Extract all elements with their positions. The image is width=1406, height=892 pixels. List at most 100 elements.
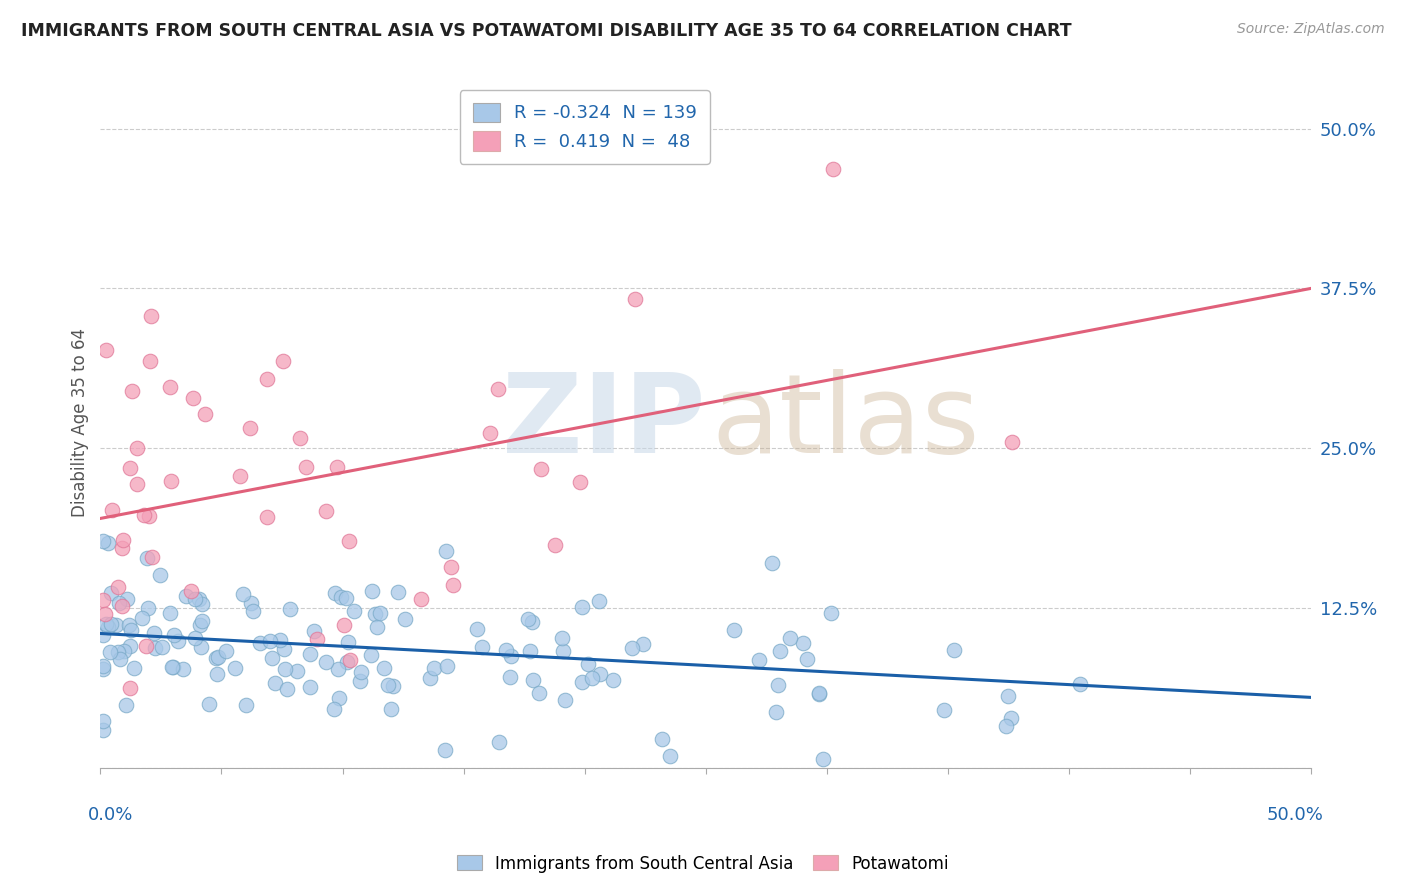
Point (765, 706, 787, 720)
Point (269, 633, 291, 648)
Point (112, 644, 135, 658)
Point (93, 723, 115, 737)
Point (232, 587, 254, 601)
Point (120, 681, 142, 695)
Point (197, 697, 219, 711)
Point (288, 431, 311, 445)
Point (298, 680, 321, 694)
Point (276, 681, 298, 696)
Point (465, 622, 488, 636)
Point (167, 633, 190, 648)
Point (205, 666, 228, 681)
Point (366, 620, 388, 634)
Point (120, 623, 142, 637)
Point (434, 743, 457, 757)
Point (118, 639, 141, 653)
Point (440, 560, 463, 574)
Point (377, 677, 399, 691)
Point (274, 662, 297, 676)
Point (273, 642, 295, 657)
Point (100, 585, 122, 599)
Point (569, 475, 592, 489)
Point (183, 631, 205, 645)
Point (91, 662, 114, 676)
Point (527, 686, 550, 700)
Point (588, 593, 610, 607)
Point (188, 618, 211, 632)
Point (522, 615, 544, 629)
Point (337, 533, 360, 548)
Point (315, 656, 337, 670)
Point (516, 612, 538, 626)
Point (337, 634, 360, 648)
Point (131, 611, 153, 625)
Point (111, 541, 134, 556)
Point (479, 426, 502, 441)
Point (142, 625, 165, 640)
Point (184, 592, 207, 607)
Point (172, 662, 194, 676)
Point (441, 578, 464, 592)
Point (544, 539, 567, 553)
Point (115, 698, 138, 712)
Point (328, 691, 350, 706)
Text: ZIP: ZIP (502, 369, 706, 476)
Point (143, 641, 166, 656)
Point (808, 687, 831, 701)
Point (335, 591, 357, 606)
Point (115, 591, 138, 606)
Point (259, 633, 281, 648)
Point (136, 601, 159, 615)
Point (343, 604, 366, 618)
Point (336, 655, 359, 669)
Point (240, 596, 263, 610)
Point (326, 460, 349, 475)
Point (120, 461, 142, 475)
Y-axis label: Disability Age 35 to 64: Disability Age 35 to 64 (72, 328, 89, 517)
Point (125, 442, 148, 456)
Point (181, 391, 204, 405)
Point (302, 624, 325, 638)
Point (256, 372, 278, 386)
Point (194, 407, 217, 421)
Point (624, 292, 647, 306)
Point (136, 551, 159, 566)
Point (488, 735, 510, 749)
Point (423, 661, 446, 675)
Point (190, 640, 212, 655)
Point (108, 652, 131, 666)
Point (215, 644, 238, 658)
Point (380, 702, 402, 716)
Point (589, 667, 612, 681)
Point (135, 639, 157, 653)
Point (139, 353, 162, 368)
Point (191, 597, 214, 611)
Point (118, 618, 141, 632)
Point (93, 593, 115, 607)
Point (101, 502, 124, 516)
Point (100, 645, 122, 659)
Point (581, 671, 603, 685)
Point (125, 476, 148, 491)
Point (766, 678, 789, 692)
Point (91, 714, 114, 729)
Point (141, 549, 163, 564)
Point (1069, 677, 1091, 691)
Point (994, 719, 1017, 733)
Point (658, 748, 681, 763)
Point (360, 584, 382, 599)
Point (333, 618, 356, 632)
Point (364, 607, 387, 622)
Point (631, 637, 654, 651)
Point (159, 606, 181, 620)
Legend: R = -0.324  N = 139, R =  0.419  N =  48: R = -0.324 N = 139, R = 0.419 N = 48 (460, 90, 710, 164)
Point (294, 460, 316, 475)
Point (91, 533, 114, 548)
Point (792, 636, 814, 650)
Point (112, 533, 135, 547)
Point (100, 617, 122, 632)
Point (91, 659, 114, 673)
Point (239, 421, 262, 435)
Point (256, 509, 278, 524)
Point (205, 651, 228, 665)
